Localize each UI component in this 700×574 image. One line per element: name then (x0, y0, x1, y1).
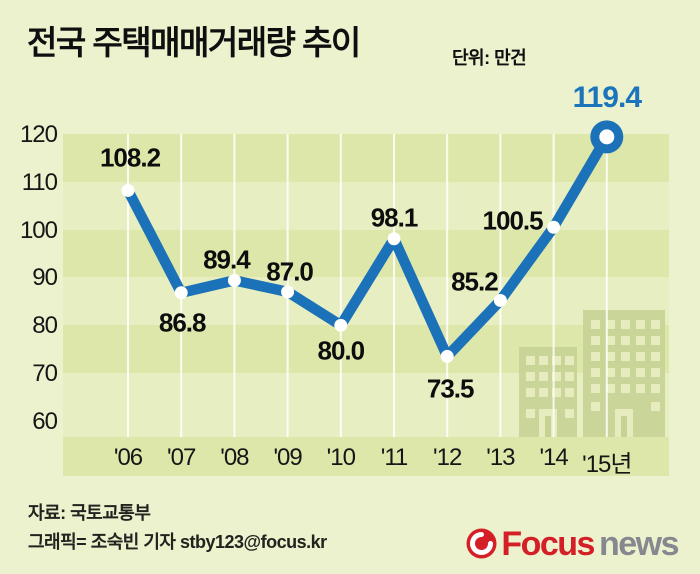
data-point-label: 89.4 (203, 244, 251, 275)
data-point-label: 100.5 (482, 205, 544, 236)
data-point-marker (227, 273, 241, 287)
data-point-marker (493, 293, 507, 307)
y-axis-tick: 60 (32, 407, 58, 435)
data-point-marker (174, 286, 188, 300)
x-axis-tick: '13 (486, 444, 515, 471)
data-point-label: 86.8 (158, 307, 207, 338)
building-icon (519, 347, 577, 437)
logo-suffix-text: news (598, 524, 680, 563)
x-axis-tick: '10 (326, 444, 356, 471)
data-point-marker (440, 349, 454, 363)
x-axis-tick: '11 (380, 444, 409, 471)
y-axis-tick: 110 (21, 168, 58, 196)
data-point-label: 85.2 (451, 266, 499, 297)
data-point-marker (121, 183, 135, 197)
source-text: 자료: 국토교통부 (28, 503, 151, 523)
x-axis-tick: '09 (273, 444, 302, 471)
logo-brand-text: Focus (501, 524, 595, 563)
unit-label: 단위: 만건 (452, 48, 527, 68)
y-axis-tick: 100 (19, 216, 58, 244)
y-axis-tick: 90 (32, 264, 58, 292)
x-axis-tick: '06 (113, 444, 143, 471)
data-point-label: 119.4 (572, 80, 642, 114)
y-axis-tick: 70 (32, 360, 58, 388)
page-title: 전국 주택매매거래량 추이 (27, 24, 361, 61)
data-point-marker-center (599, 129, 615, 145)
data-point-marker (281, 285, 295, 299)
x-axis-tick: '12 (433, 444, 462, 471)
data-point-marker (387, 232, 401, 246)
x-axis-tick: '14 (539, 444, 568, 471)
focus-news-logo: Focus news (466, 524, 680, 563)
plot-band (63, 134, 669, 182)
building-icon (583, 310, 665, 437)
y-axis-tick: 80 (32, 312, 58, 340)
focus-logo-icon (466, 528, 497, 559)
data-point-label: 98.1 (370, 202, 419, 233)
data-point-marker (334, 318, 348, 332)
x-axis-tick: '07 (167, 444, 196, 471)
data-point-label: 80.0 (317, 335, 365, 366)
data-point-marker (547, 220, 561, 234)
y-axis-tick: 120 (19, 121, 58, 148)
credit-text: 그래픽= 조숙빈 기자 stby123@focus.kr (28, 532, 327, 552)
data-point-label: 108.2 (99, 142, 161, 173)
x-axis-tick: '08 (220, 444, 249, 471)
data-point-label: 87.0 (266, 256, 314, 287)
x-axis-band (63, 437, 669, 476)
line-series (122, 131, 613, 362)
data-point-label: 73.5 (426, 373, 475, 404)
x-axis-tick: '15년 (582, 451, 632, 478)
